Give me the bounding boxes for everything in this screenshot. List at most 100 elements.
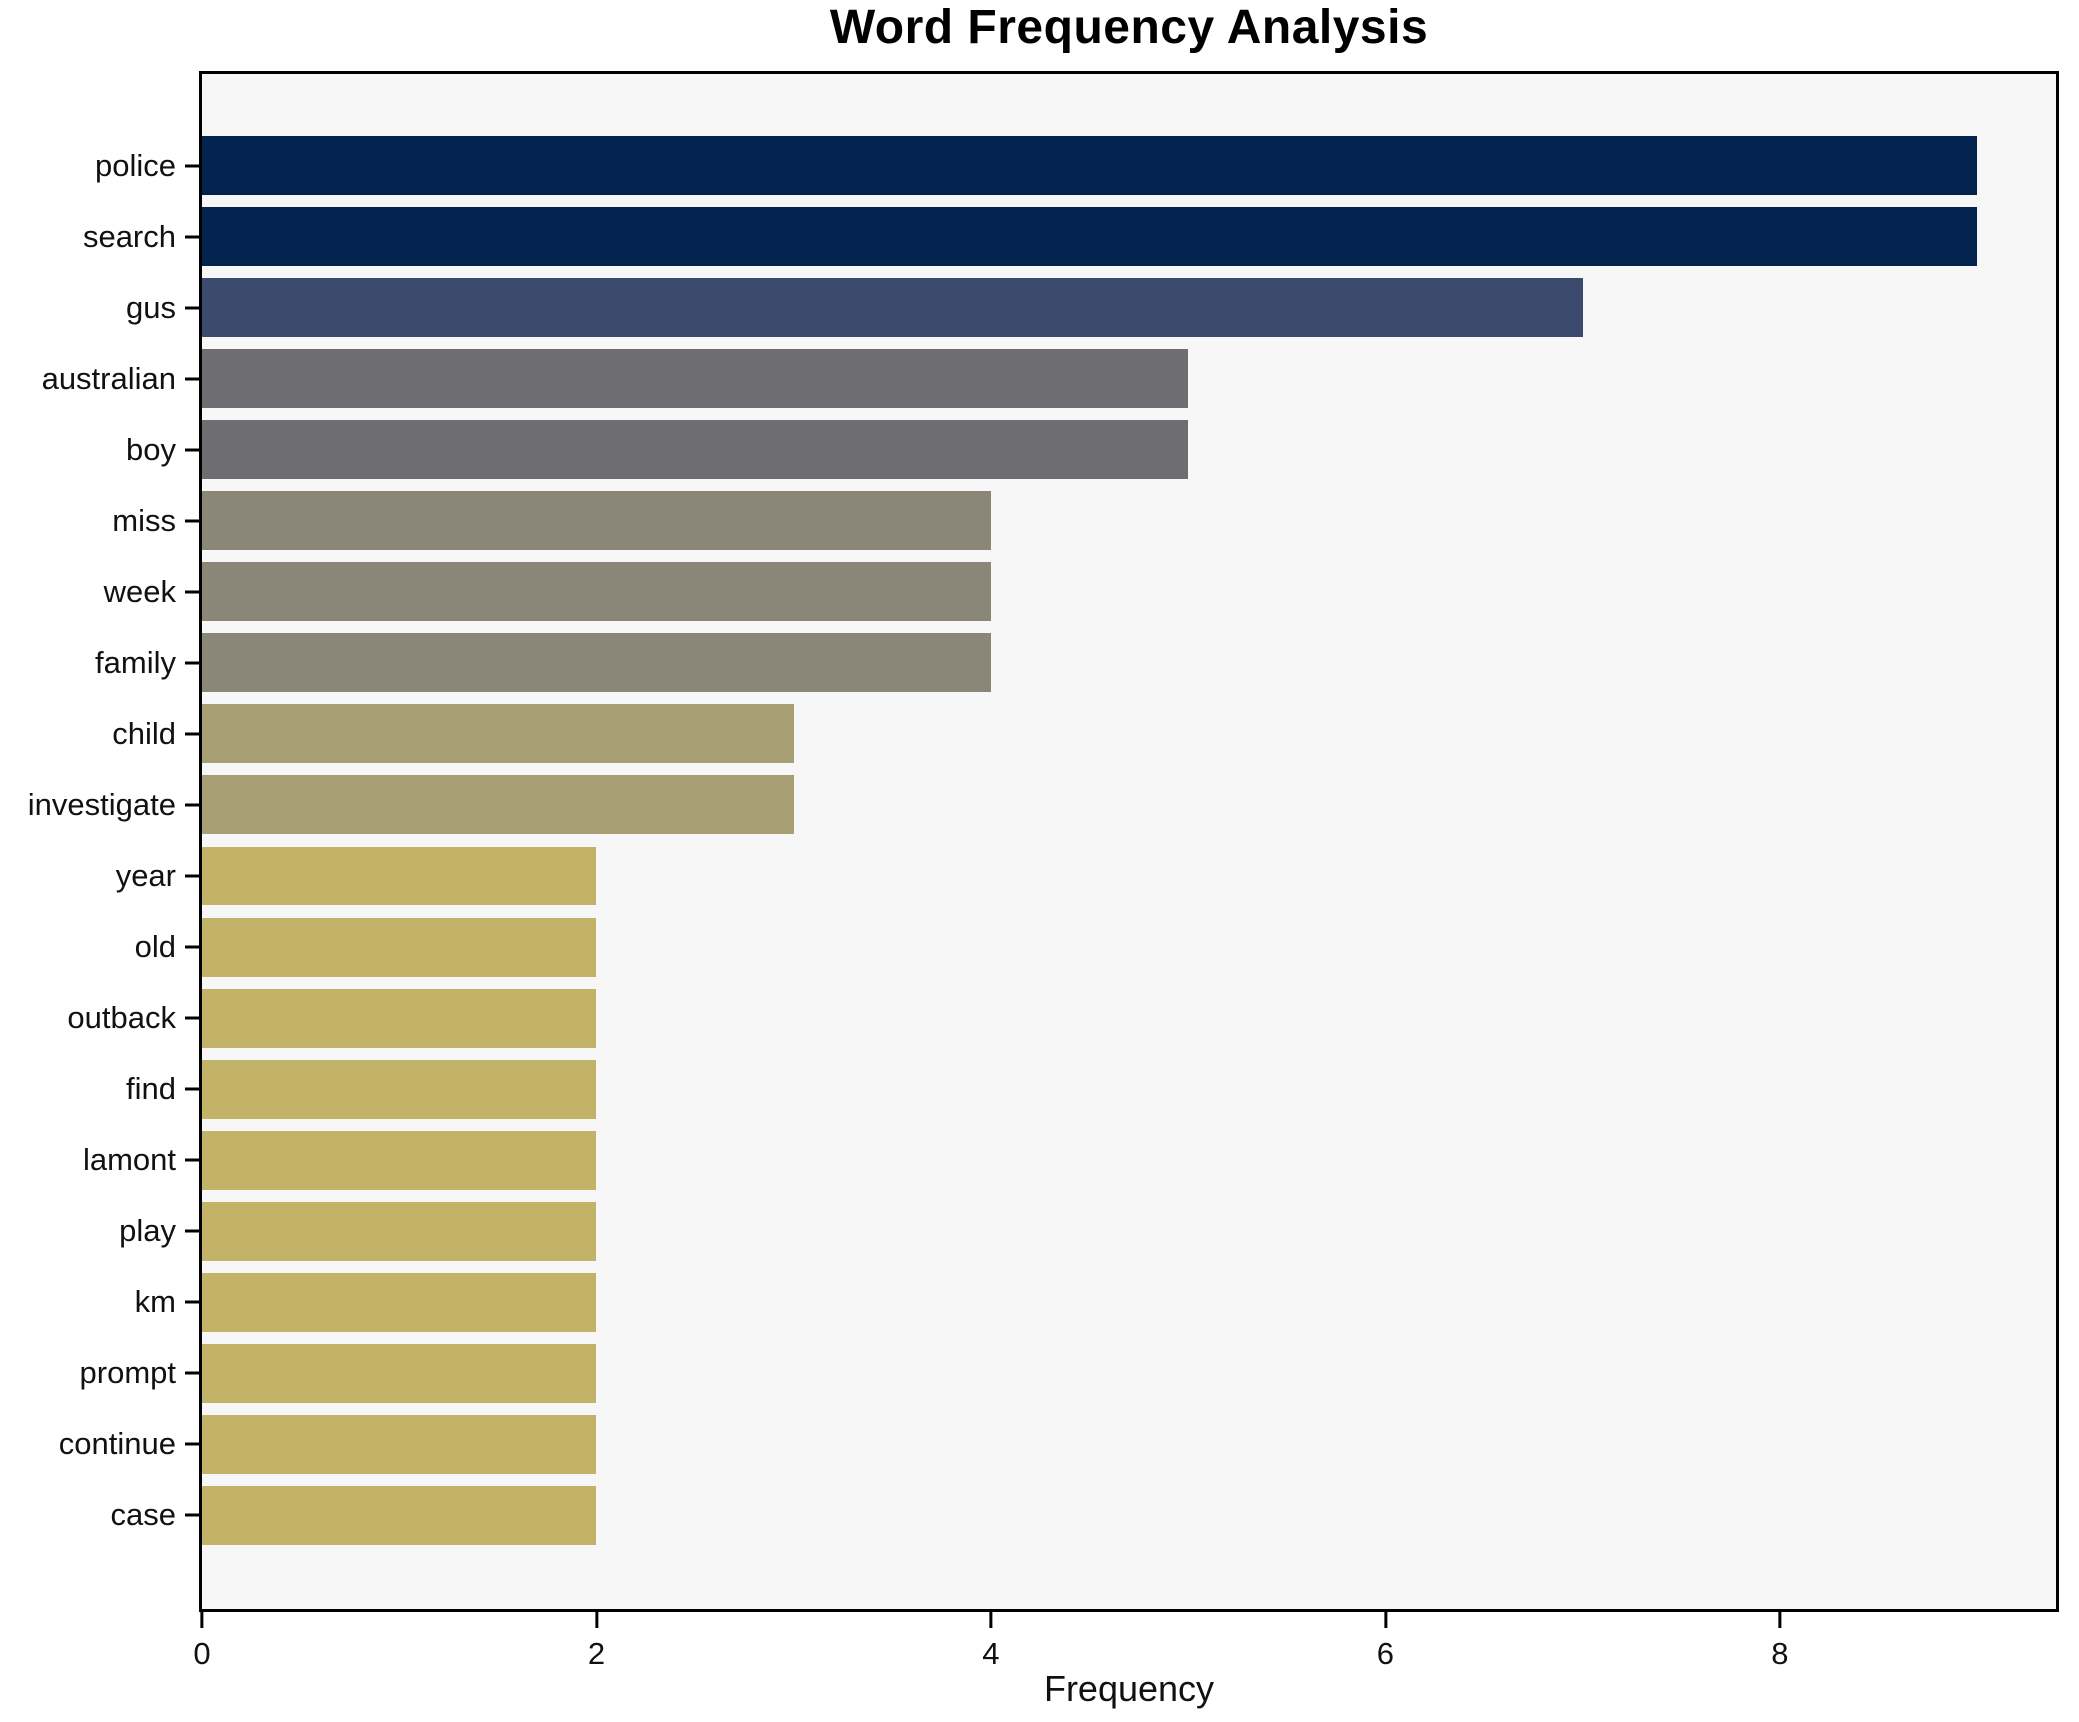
x-axis: 0 2 4 6 8 [193,1612,2056,1692]
bar-continue [202,1414,597,1474]
bar-row: australian [42,343,2056,414]
y-tick-mark [185,377,199,381]
y-tick-label: outback [67,1000,176,1036]
y-tick-mark [185,945,199,949]
bar-row: gus [126,272,2056,343]
bar-search [202,207,1978,267]
y-tick-label: week [103,573,176,609]
x-tick: 8 [1771,1612,1788,1672]
x-tick-label: 6 [1376,1636,1395,1671]
x-tick-mark [1383,1612,1387,1628]
chart-title: Word Frequency Analysis [829,1,1429,54]
bar-miss [202,491,991,551]
y-tick-label: find [126,1071,176,1107]
y-tick-label: family [95,644,176,680]
y-tick-mark [185,1229,199,1233]
bar-row: miss [112,485,2056,556]
y-tick-label: continue [58,1426,176,1462]
y-tick-mark [185,803,199,807]
y-tick-label: police [95,147,176,183]
bar-row: continue [59,1409,2056,1480]
y-tick-label: miss [112,502,176,538]
x-tick-label: 0 [193,1636,211,1671]
y-tick-mark [185,661,199,665]
bar-row: year [116,840,2056,911]
bar-prompt [202,1343,597,1403]
y-tick-label: lamont [82,1142,176,1178]
y-tick-label: year [115,857,176,893]
bar-case [202,1485,597,1545]
x-axis-label: Frequency [1043,1668,1215,1709]
bar-investigate [202,775,794,835]
bar-outback [202,988,597,1048]
y-tick-label: play [119,1213,176,1249]
bar-row: investigate [28,769,2056,840]
bar-row: lamont [83,1125,2056,1196]
bar-row: search [83,201,2056,272]
y-tick-mark [185,874,199,878]
x-tick-label: 4 [982,1636,1000,1671]
bar-police [202,136,1978,195]
bar-boy [202,420,1189,480]
x-tick: 0 [193,1612,211,1672]
y-tick-mark [185,732,199,736]
bar-row: case [111,1480,2056,1551]
bar-row: police [95,130,2056,201]
y-tick-mark [185,448,199,452]
y-tick-label: gus [126,289,176,325]
x-tick-mark [1778,1612,1782,1628]
bar-old [202,917,597,977]
x-tick-mark [594,1612,598,1628]
plot-area: police search gus australian boy miss week fami… [28,71,2059,1612]
y-tick-mark [185,519,199,523]
y-tick-mark [185,1371,199,1375]
bar-row: km [135,1267,2056,1338]
y-tick-label: child [112,715,176,751]
x-tick: 6 [1377,1612,1394,1672]
x-tick-label: 8 [1771,1636,1789,1671]
y-tick-mark [185,590,199,594]
x-tick: 4 [982,1612,1000,1672]
bar-week [202,562,991,622]
y-tick-label: km [134,1284,176,1320]
bar-family [202,633,991,693]
bar-year [202,846,597,906]
bar-row: old [135,912,2056,983]
y-tick-mark [185,306,199,310]
bar-lamont [202,1130,597,1190]
y-tick-mark [185,1158,199,1162]
y-tick-label: prompt [79,1355,176,1391]
y-tick-mark [185,1016,199,1020]
y-tick-label: old [134,929,176,965]
x-tick: 2 [588,1612,605,1672]
bar-australian [202,349,1189,409]
x-tick-label: 2 [587,1636,606,1671]
y-tick-mark [185,1513,199,1517]
bar-find [202,1059,597,1119]
bar-play [202,1201,597,1261]
y-tick-label: boy [126,431,176,467]
y-tick-label: investigate [27,786,176,822]
y-tick-mark [185,1087,199,1091]
bar-row: outback [67,983,2056,1054]
bar-row: play [119,1196,2056,1267]
bar-row: week [104,556,2056,627]
bar-row: prompt [80,1338,2056,1409]
bar-row: find [126,1054,2056,1125]
x-tick-mark [989,1612,993,1628]
y-tick-mark [185,235,199,239]
y-tick-label: australian [41,360,176,396]
y-tick-label: search [82,218,176,254]
x-tick-mark [200,1612,204,1628]
bar-row: boy [126,414,2056,485]
y-tick-mark [185,164,199,168]
bar-gus [202,278,1583,338]
y-tick-label: case [110,1497,176,1533]
bar-row: family [95,627,2056,698]
bar-row: child [112,698,2056,769]
y-tick-mark [185,1442,199,1446]
bar-child [202,704,794,764]
y-tick-mark [185,1300,199,1304]
bar-km [202,1272,597,1332]
